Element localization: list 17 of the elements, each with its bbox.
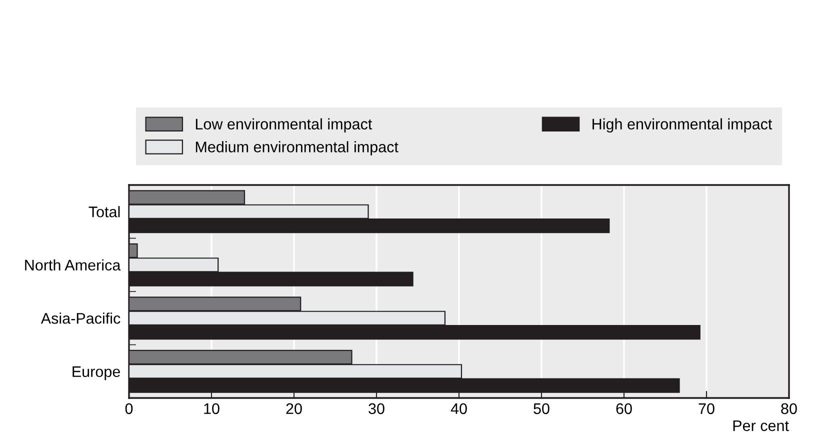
x-tick-label: 40 xyxy=(450,403,467,414)
y-tick-label: Europe xyxy=(72,366,120,380)
x-tick-label: 10 xyxy=(204,403,220,414)
x-tick-label: 50 xyxy=(534,403,550,414)
legend-label: Medium environmental impact xyxy=(196,141,398,156)
x-axis-title: Per cent xyxy=(733,420,789,432)
x-tick-label: 60 xyxy=(616,403,632,414)
y-tick-label: Asia-Pacific xyxy=(40,312,120,324)
y-tick-label: Total xyxy=(88,206,120,218)
x-tick-label: 80 xyxy=(781,403,797,414)
y-tick-label: North America xyxy=(25,259,121,271)
x-tick-label: 0 xyxy=(125,403,133,414)
x-tick-label: 20 xyxy=(286,403,302,414)
x-tick-label: 30 xyxy=(368,403,384,414)
x-tick-label: 70 xyxy=(698,403,714,414)
legend-label: High environmental impact xyxy=(592,118,772,133)
legend-label: Low environmental impact xyxy=(196,118,372,133)
